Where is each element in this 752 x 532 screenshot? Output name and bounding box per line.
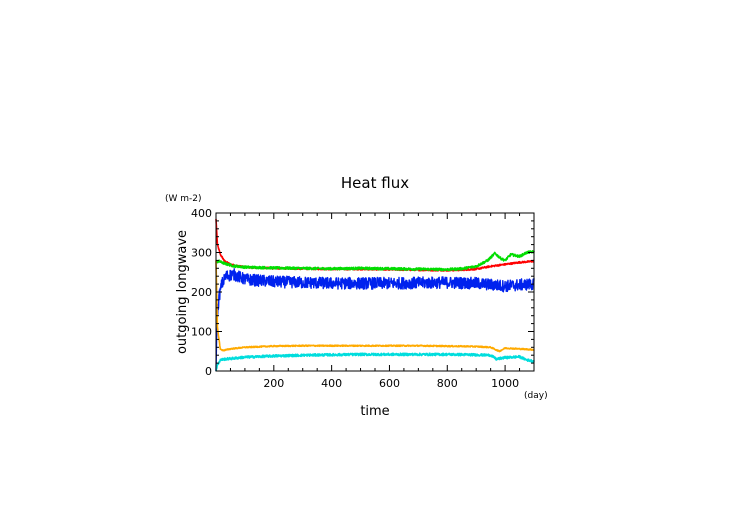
y-tick-label: 100 — [191, 326, 212, 339]
series-line-3 — [215, 268, 535, 372]
x-tick-label: 800 — [437, 377, 458, 390]
series-line-1 — [215, 218, 535, 272]
x-tick-label: 400 — [321, 377, 342, 390]
series-line-4 — [215, 260, 535, 353]
x-tick-label: 1000 — [491, 377, 519, 390]
series-layer — [215, 218, 535, 372]
series-line-2 — [215, 250, 535, 272]
y-tick-label: 300 — [191, 247, 212, 260]
y-axis-label: outgoing longwave — [175, 230, 190, 354]
y-tick-label: 400 — [191, 207, 212, 220]
x-axis-label: time — [360, 404, 389, 419]
chart-title: Heat flux — [341, 174, 409, 192]
y-unit-label: (W m-2) — [165, 194, 202, 204]
x-unit-label: (day) — [524, 391, 548, 401]
y-tick-label: 0 — [205, 365, 212, 378]
series-line-5 — [215, 352, 535, 372]
y-tick-label: 200 — [191, 286, 212, 299]
x-tick-label: 200 — [263, 377, 284, 390]
axes-layer: 200 400 600 800 1000 0 100 200 300 400 — [191, 207, 535, 390]
x-tick-label: 600 — [379, 377, 400, 390]
